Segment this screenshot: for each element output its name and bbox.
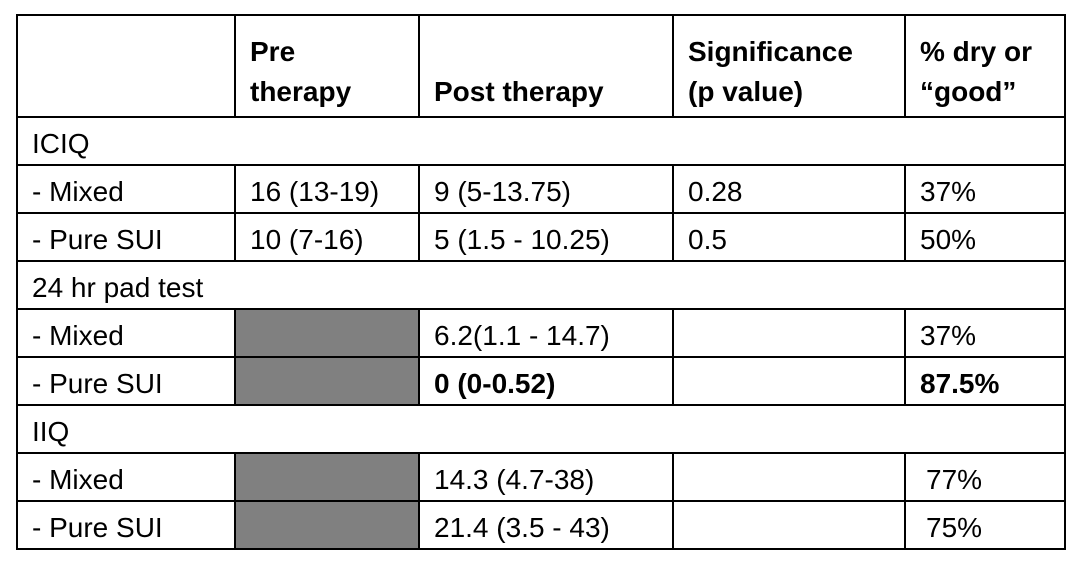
header-row: Pre therapy Post therapy Significance (p… <box>16 14 1066 118</box>
table-row: - Pure SUI 21.4 (3.5 - 43) 75% <box>16 500 1066 550</box>
section-row-iiq: IIQ <box>16 404 1066 454</box>
pre-therapy-cell-empty <box>234 500 420 550</box>
section-title: IIQ <box>16 404 1066 454</box>
row-label: - Pure SUI <box>16 212 236 262</box>
table-row: - Mixed 16 (13-19) 9 (5-13.75) 0.28 37% <box>16 164 1066 214</box>
post-therapy-cell: 9 (5-13.75) <box>418 164 674 214</box>
p-value-cell <box>672 452 906 502</box>
p-value-cell <box>672 308 906 358</box>
row-label: - Mixed <box>16 308 236 358</box>
section-title: ICIQ <box>16 116 1066 166</box>
post-therapy-cell: 14.3 (4.7-38) <box>418 452 674 502</box>
post-therapy-cell: 5 (1.5 - 10.25) <box>418 212 674 262</box>
row-label: - Pure SUI <box>16 356 236 406</box>
percent-dry-cell: 77% <box>904 452 1066 502</box>
row-label: - Mixed <box>16 452 236 502</box>
header-label <box>16 14 236 118</box>
p-value-cell <box>672 356 906 406</box>
header-post-therapy: Post therapy <box>418 14 674 118</box>
header-percent-dry: % dry or “good” <box>904 14 1066 118</box>
post-therapy-cell: 0 (0-0.52) <box>418 356 674 406</box>
pre-therapy-cell: 16 (13-19) <box>234 164 420 214</box>
percent-dry-cell: 37% <box>904 308 1066 358</box>
p-value-cell <box>672 500 906 550</box>
row-label: - Mixed <box>16 164 236 214</box>
post-therapy-cell: 21.4 (3.5 - 43) <box>418 500 674 550</box>
results-table: Pre therapy Post therapy Significance (p… <box>16 14 1066 550</box>
pre-therapy-cell-empty <box>234 308 420 358</box>
section-row-iciq: ICIQ <box>16 116 1066 166</box>
table-row: - Pure SUI 10 (7-16) 5 (1.5 - 10.25) 0.5… <box>16 212 1066 262</box>
table-row: - Mixed 6.2(1.1 - 14.7) 37% <box>16 308 1066 358</box>
section-row-pad-test: 24 hr pad test <box>16 260 1066 310</box>
header-significance: Significance (p value) <box>672 14 906 118</box>
p-value-cell: 0.5 <box>672 212 906 262</box>
percent-dry-cell: 50% <box>904 212 1066 262</box>
section-title: 24 hr pad test <box>16 260 1066 310</box>
pre-therapy-cell-empty <box>234 356 420 406</box>
percent-dry-cell: 37% <box>904 164 1066 214</box>
percent-dry-cell: 87.5% <box>904 356 1066 406</box>
row-label: - Pure SUI <box>16 500 236 550</box>
pre-therapy-cell: 10 (7-16) <box>234 212 420 262</box>
percent-dry-cell: 75% <box>904 500 1066 550</box>
table-row: - Mixed 14.3 (4.7-38) 77% <box>16 452 1066 502</box>
pre-therapy-cell-empty <box>234 452 420 502</box>
p-value-cell: 0.28 <box>672 164 906 214</box>
header-pre-therapy: Pre therapy <box>234 14 420 118</box>
post-therapy-cell: 6.2(1.1 - 14.7) <box>418 308 674 358</box>
table-row: - Pure SUI 0 (0-0.52) 87.5% <box>16 356 1066 406</box>
